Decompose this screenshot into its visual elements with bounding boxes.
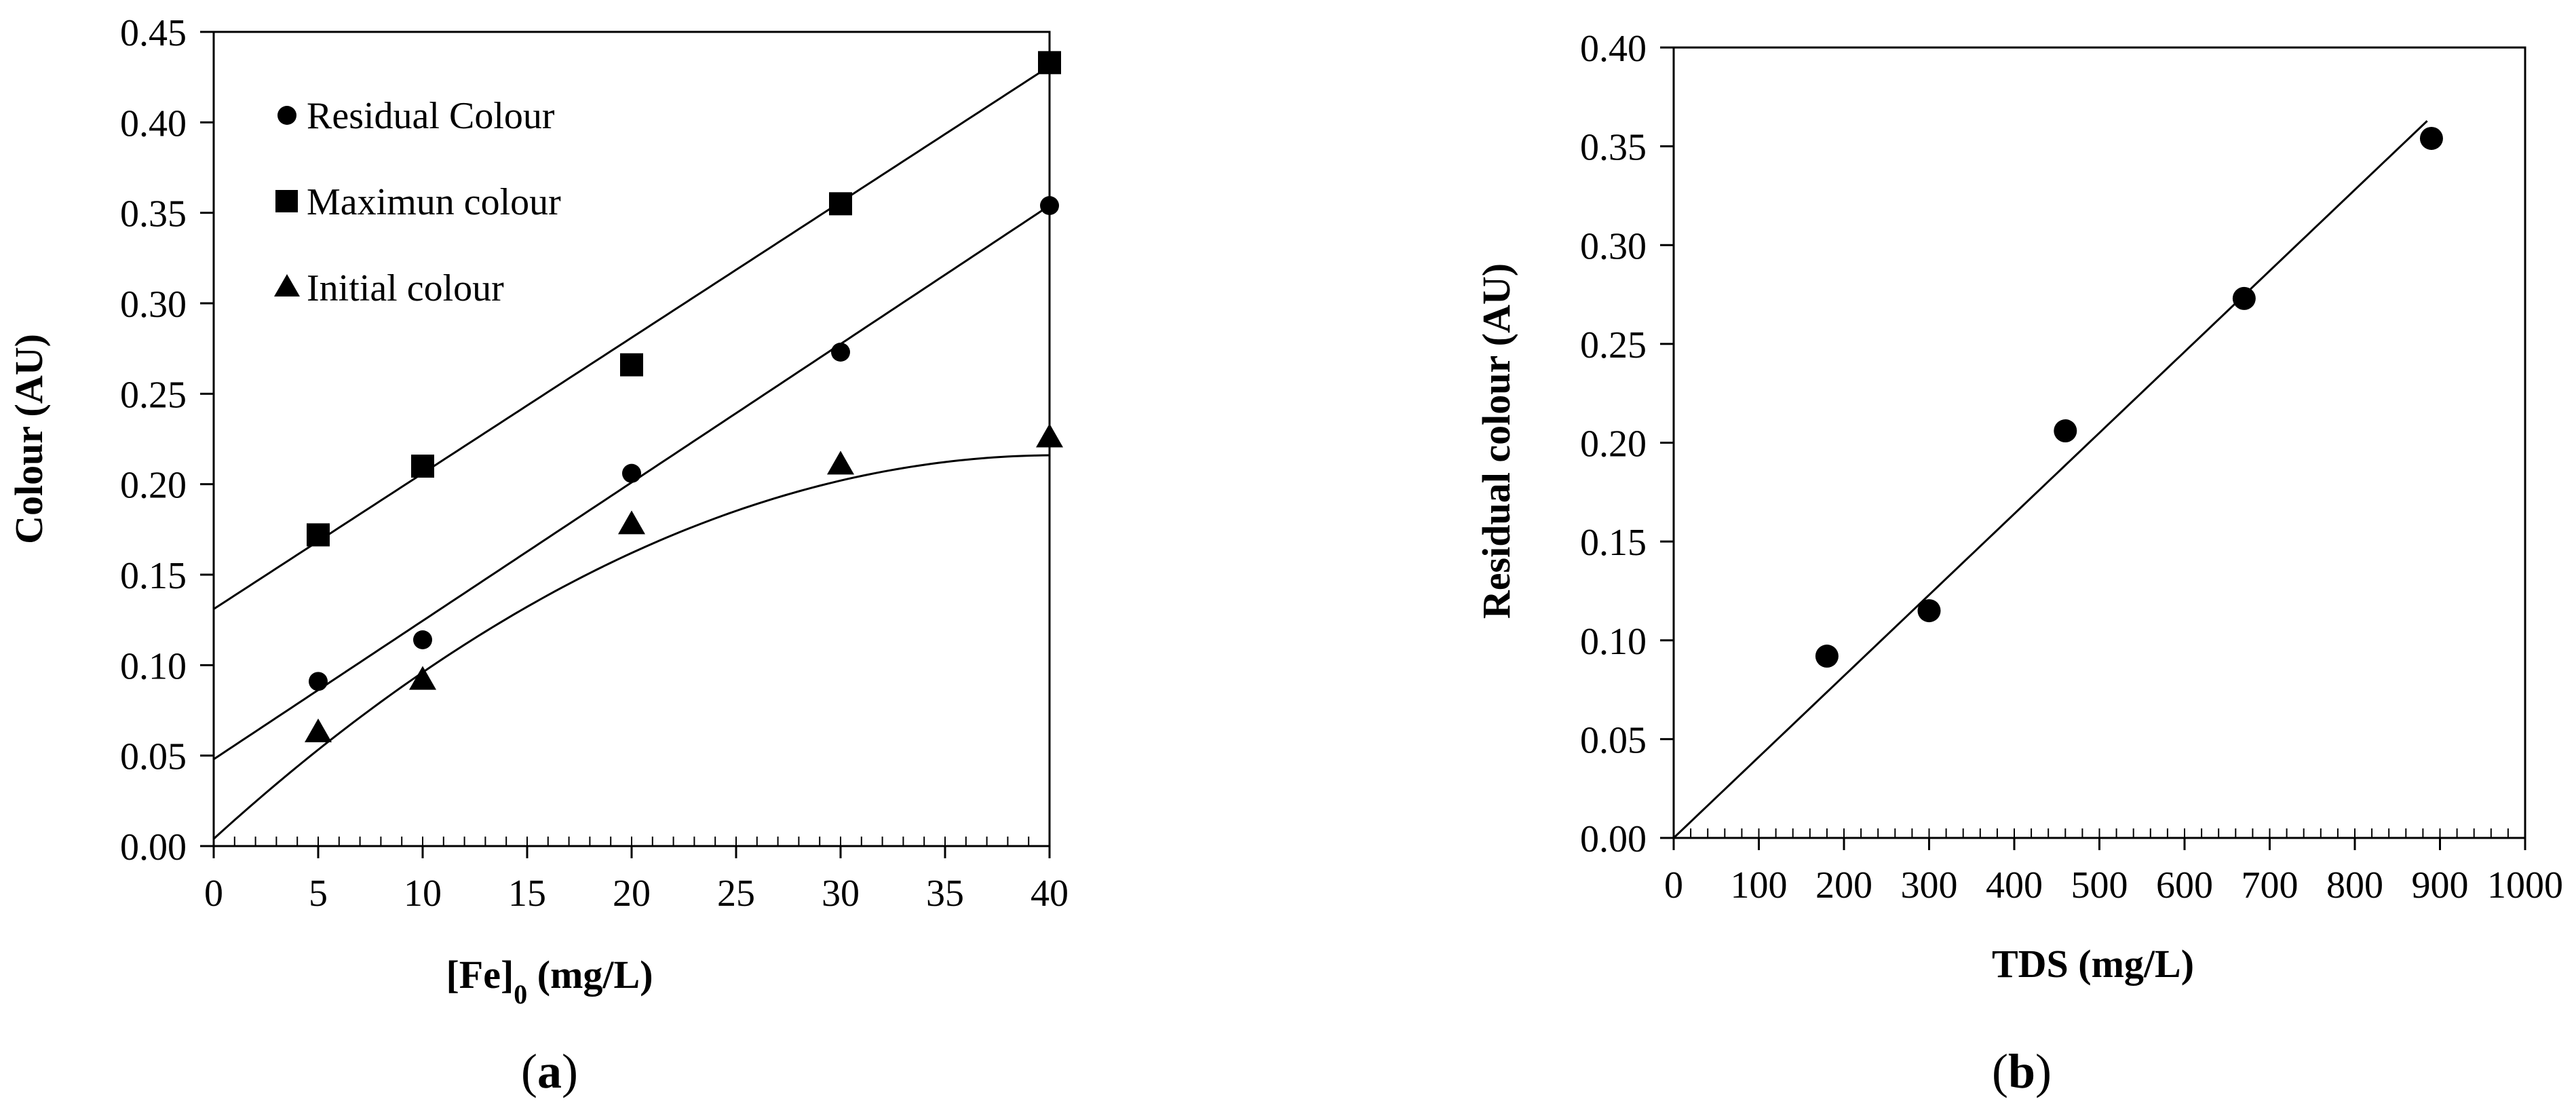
y-tick-label: 0.40 (1580, 28, 1647, 70)
x-tick-label: 100 (1731, 864, 1788, 906)
fit-line-series-1 (213, 65, 1050, 610)
x-tick-label: 700 (2242, 864, 2299, 906)
data-point-circle-series-0 (622, 463, 641, 483)
panel-b-x-axis-title: TDS (mg/L) (1992, 942, 2194, 986)
y-tick-label: 0.00 (120, 826, 187, 868)
y-tick-label: 0.20 (120, 465, 187, 507)
panel-a-legend: Residual Colour Maximun colour Initial c… (274, 95, 561, 309)
y-tick-label: 0.25 (1580, 324, 1647, 366)
x-tick-label: 25 (717, 873, 755, 915)
data-point-circle-series-0 (2054, 419, 2077, 443)
y-tick-label: 0.35 (1580, 127, 1647, 169)
data-point-circle-series-0 (1815, 645, 1839, 668)
panel-b-minor-ticks (1673, 828, 2526, 838)
panel-b-y-tick-labels: 0.00 0.05 0.10 0.15 0.20 0.25 0.30 0.35 0.40 (1580, 28, 1647, 860)
fit-line-series-0 (1672, 120, 2428, 839)
data-point-square-series-1 (620, 353, 643, 377)
data-point-triangle-series-2 (618, 510, 645, 535)
y-tick-label: 0.30 (1580, 225, 1647, 267)
x-tick-label: 1000 (2487, 864, 2563, 906)
x-tick-label: 15 (508, 873, 546, 915)
legend-marker-circle (277, 106, 296, 125)
panel-a-chart: 0 5 10 15 20 25 30 35 40 0.00 0.05 0.10 0.15 0.20 0.2… (7, 12, 1069, 1098)
data-point-circle-series-0 (2232, 286, 2256, 310)
data-point-square-series-1 (411, 455, 434, 478)
panel-b-fit-lines (1672, 120, 2428, 839)
data-point-circle-series-0 (2419, 126, 2443, 150)
x-tick-label: 10 (404, 873, 442, 915)
data-point-triangle-series-2 (305, 719, 332, 742)
y-tick-label: 0.25 (120, 374, 187, 416)
data-point-circle-series-0 (309, 672, 328, 691)
data-point-square-series-1 (829, 192, 852, 216)
y-tick-label: 0.10 (1580, 621, 1647, 663)
legend-marker-triangle (274, 274, 300, 296)
panel-a-major-ticks (200, 31, 1051, 858)
y-tick-label: 0.15 (1580, 522, 1647, 564)
legend-label-maximun-colour: Maximun colour (307, 181, 561, 223)
panel-b-data-points (1815, 126, 2443, 668)
x-tick-label: 900 (2412, 864, 2469, 906)
panel-b-chart: 0 100 200 300 400 500 600 700 800 900 1000 0.000.0… (1474, 28, 2563, 1098)
y-tick-label: 0.20 (1580, 423, 1647, 465)
panel-a-plot-frame (212, 31, 1051, 847)
y-tick-label: 0.35 (120, 193, 187, 235)
panel-a-data-points (305, 51, 1063, 742)
x-tick-label: 600 (2156, 864, 2213, 906)
y-tick-label: 0.45 (120, 12, 187, 54)
legend-label-initial-colour: Initial colour (307, 267, 504, 309)
panel-b-plot-frame (1672, 46, 2526, 839)
panel-a-y-axis-title: Colour (AU) (7, 334, 51, 544)
data-point-square-series-1 (307, 523, 330, 547)
data-point-triangle-series-2 (409, 666, 436, 690)
x-tick-label: 35 (926, 873, 964, 915)
x-tick-label: 200 (1815, 864, 1872, 906)
x-tick-label: 500 (2071, 864, 2128, 906)
data-point-triangle-series-2 (827, 451, 854, 475)
y-tick-label: 0.00 (1580, 818, 1647, 860)
panel-b-x-tick-labels: 0 100 200 300 400 500 600 700 800 900 1000 (1664, 864, 2563, 906)
x-tick-label: 400 (1986, 864, 2043, 906)
y-tick-label: 0.05 (1580, 719, 1647, 761)
fit-line-series-2 (212, 454, 1050, 840)
y-tick-label: 0.05 (120, 736, 187, 778)
x-tick-label: 30 (822, 873, 860, 915)
x-tick-label: 300 (1901, 864, 1958, 906)
x-tick-label: 0 (204, 873, 223, 915)
panel-b-label: (b) (1992, 1044, 2052, 1098)
legend-label-residual-colour: Residual Colour (307, 95, 555, 137)
data-point-circle-series-0 (413, 630, 432, 649)
panel-a-x-tick-labels: 0 5 10 15 20 25 30 35 40 (204, 873, 1069, 915)
x-tick-label: 20 (613, 873, 651, 915)
panel-a-minor-ticks (213, 837, 1050, 846)
x-tick-label: 40 (1031, 873, 1069, 915)
x-tick-label: 0 (1664, 864, 1683, 906)
panel-b-y-axis-title: Residual colour (AU) (1474, 263, 1518, 619)
panel-a-x-axis-title: [Fe]0 (mg/L) (446, 953, 653, 1010)
data-point-circle-series-0 (1040, 196, 1059, 215)
panel-b-major-ticks (1660, 46, 2526, 850)
y-tick-label: 0.10 (120, 645, 187, 687)
panel-a-label: (a) (521, 1044, 578, 1098)
x-tick-label: 800 (2326, 864, 2383, 906)
data-point-square-series-1 (1038, 51, 1061, 75)
y-tick-label: 0.15 (120, 555, 187, 597)
data-point-circle-series-0 (1917, 599, 1941, 623)
y-tick-label: 0.40 (120, 102, 187, 145)
panel-a-y-tick-labels: 0.00 0.05 0.10 0.15 0.20 0.25 0.30 0.35 0.40 0.45 (120, 12, 187, 868)
y-tick-label: 0.30 (120, 284, 187, 326)
data-point-circle-series-0 (831, 343, 850, 362)
data-point-triangle-series-2 (1036, 423, 1063, 448)
legend-marker-square (275, 190, 298, 212)
x-tick-label: 5 (309, 873, 328, 915)
